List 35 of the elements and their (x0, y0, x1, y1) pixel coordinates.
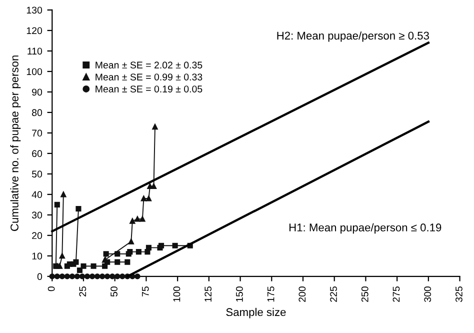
legend-label: Mean ± SE = 0.99 ± 0.33 (96, 74, 202, 80)
y-tick-label: 120 (26, 27, 42, 34)
y-tick-label: 20 (32, 232, 42, 240)
y-tick-label: 80 (32, 109, 42, 116)
y-tick-label: 10 (32, 252, 42, 260)
y-tick-label: 30 (32, 212, 42, 219)
x-tick-label: 325 (456, 286, 462, 302)
x-tick-label: 75 (142, 286, 149, 296)
y-tick-label: 50 (32, 170, 42, 178)
x-tick-label: 100 (173, 286, 180, 302)
y-tick-label: 70 (32, 130, 42, 137)
x-tick-label: 250 (361, 286, 368, 302)
y-tick-label: 0 (37, 273, 42, 280)
y-tick-label: 110 (28, 48, 42, 55)
legend-label: Mean ± SE = 0.19 ± 0.05 (96, 86, 202, 92)
legend-label: Mean ± SE = 2.02 ± 0.35 (96, 62, 202, 69)
x-tick-label: 0 (48, 286, 55, 292)
x-tick-label: 300 (424, 286, 432, 302)
x-tick-label: 50 (110, 286, 118, 297)
y-tick-label: 130 (26, 6, 42, 14)
y-axis-title: Cumulative no. of pupae per person (10, 56, 21, 231)
x-tick-label: 125 (204, 286, 212, 302)
x-tick-label: 25 (79, 286, 86, 296)
x-tick-label: 225 (330, 286, 337, 302)
x-tick-label: 175 (267, 286, 274, 302)
y-tick-label: 100 (26, 68, 42, 76)
annotation: H2: Mean pupae/person ≥ 0.53 (277, 31, 429, 42)
annotation: H1: Mean pupae/person ≤ 0.19 (289, 223, 442, 234)
x-axis-title: Sample size (226, 308, 286, 318)
x-tick-label: 150 (236, 286, 243, 302)
x-tick-label: 200 (298, 286, 306, 302)
y-tick-label: 40 (32, 191, 42, 198)
y-tick-label: 90 (32, 88, 42, 96)
x-tick-label: 275 (392, 286, 400, 302)
y-tick-label: 60 (32, 150, 42, 158)
